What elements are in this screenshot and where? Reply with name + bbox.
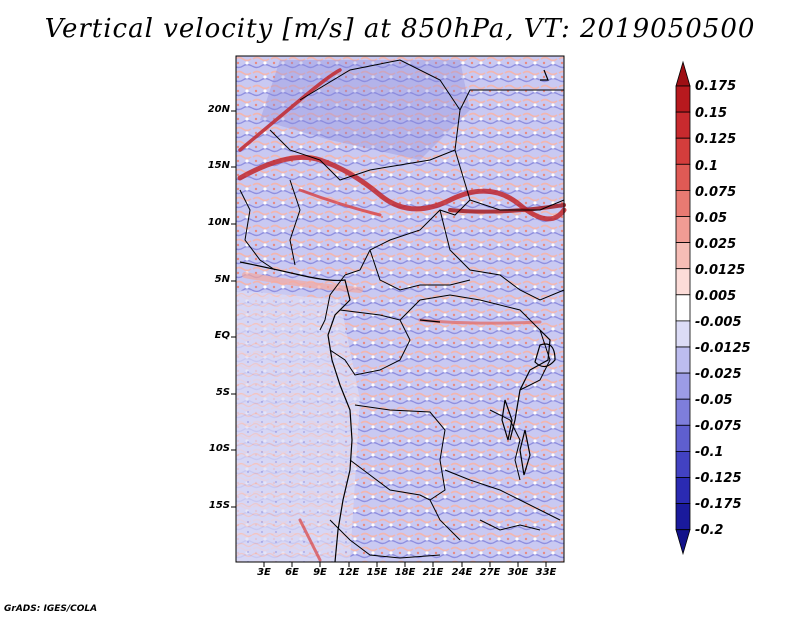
x-label-24e: 24E	[451, 567, 473, 578]
colorbar-label: -0.025	[695, 367, 742, 382]
colorbar-swatch	[675, 163, 691, 191]
colorbar-label: 0.05	[695, 211, 728, 226]
x-label-15e: 15E	[366, 567, 388, 578]
colorbar-swatch	[675, 294, 691, 322]
colorbar-swatch	[675, 450, 691, 478]
colorbar-label: 0.025	[695, 237, 737, 252]
x-label-33e: 33E	[535, 567, 557, 578]
y-label-5n: 5N	[214, 274, 230, 285]
colorbar-swatch	[675, 189, 691, 217]
coastlines	[239, 69, 551, 563]
map-title: Vertical velocity [m/s] at 850hPa, VT: 2…	[44, 14, 756, 44]
colorbar-swatch	[675, 60, 691, 87]
x-label-21e: 21E	[422, 567, 444, 578]
x-label-9e: 9E	[313, 567, 327, 578]
map-frame	[235, 55, 565, 563]
sahara-downdraft-zone	[260, 60, 470, 160]
x-label-3e: 3E	[257, 567, 271, 578]
colorbar-label: -0.005	[695, 315, 742, 330]
colorbar-label: -0.2	[695, 523, 724, 538]
country-borders	[239, 59, 565, 559]
y-label-15n: 15N	[207, 160, 230, 171]
colorbar-swatch	[675, 85, 691, 113]
y-label-5s: 5S	[215, 387, 230, 398]
x-axis-ticks	[263, 562, 547, 567]
colorbar-label: -0.075	[695, 419, 742, 434]
colorbar-label: -0.05	[695, 393, 733, 408]
colorbar	[675, 60, 691, 556]
colorbar-label: 0.0125	[695, 263, 746, 278]
colorbar-swatch	[675, 398, 691, 426]
colorbar-label: -0.0125	[695, 341, 751, 356]
colorbar-label: 0.075	[695, 185, 737, 200]
colorbar-swatch	[675, 216, 691, 244]
colorbar-label: 0.125	[695, 132, 737, 147]
colorbar-label: 0.1	[695, 159, 719, 174]
colorbar-swatch	[675, 242, 691, 270]
x-label-30e: 30E	[507, 567, 529, 578]
colorbar-swatch	[675, 346, 691, 374]
colorbar-swatch	[675, 503, 691, 531]
colorbar-swatch	[675, 137, 691, 165]
colorbar-swatch	[675, 372, 691, 400]
y-label-10n: 10N	[207, 217, 230, 228]
colorbar-label: -0.175	[695, 497, 742, 512]
colorbar-label: -0.125	[695, 471, 742, 486]
colorbar-swatch	[675, 268, 691, 296]
ocean-field	[236, 290, 360, 562]
y-label-20n: 20N	[207, 104, 230, 115]
x-label-27e: 27E	[479, 567, 501, 578]
colorbar-swatch	[675, 529, 691, 556]
y-label-10s: 10S	[208, 443, 230, 454]
colorbar-swatch	[675, 424, 691, 452]
colorbar-label: 0.005	[695, 289, 737, 304]
colorbar-swatch	[675, 477, 691, 505]
x-label-12e: 12E	[338, 567, 360, 578]
grads-credit: GrADS: IGES/COLA	[4, 604, 98, 614]
y-label-15s: 15S	[208, 500, 230, 511]
colorbar-swatch	[675, 111, 691, 139]
colorbar-label: 0.15	[695, 106, 728, 121]
lakes	[419, 319, 556, 476]
map-plot-area	[235, 55, 567, 563]
x-label-18e: 18E	[394, 567, 416, 578]
y-label-eq: EQ	[214, 330, 230, 341]
y-axis-ticks	[231, 110, 236, 508]
colorbar-label: -0.1	[695, 445, 724, 460]
colorbar-swatch	[675, 320, 691, 348]
colorbar-label: 0.175	[695, 79, 737, 94]
x-label-6e: 6E	[285, 567, 299, 578]
